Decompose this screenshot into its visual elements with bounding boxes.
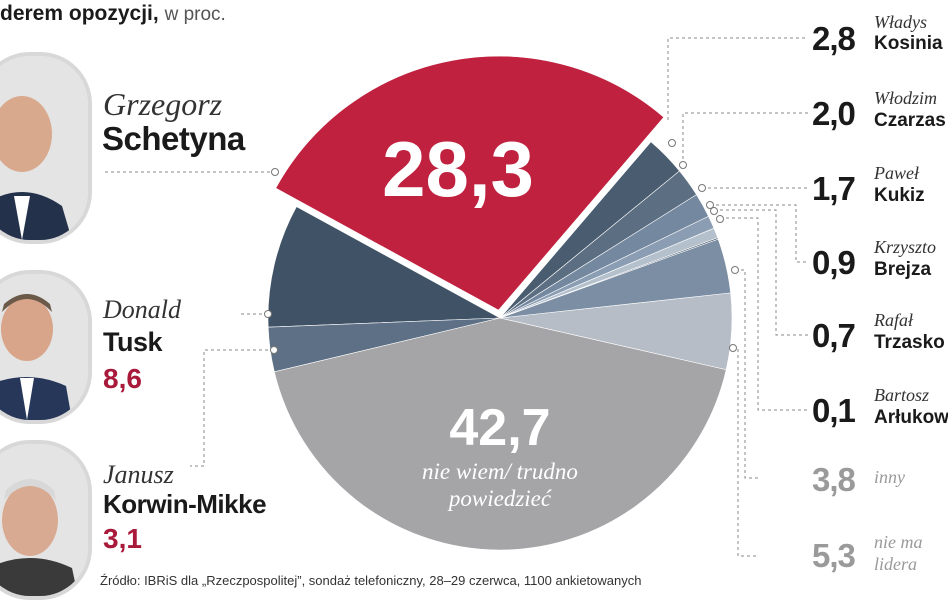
schetyna-last-name: Schetyna [102,120,245,157]
person-icon [0,444,88,596]
person-icon [0,274,88,420]
right-last-5: Trzasko [874,332,945,353]
chart-title: derem opozycji, w proc. [0,2,226,26]
korwin-last-name: Korwin-Mikke [103,489,267,519]
right-first-5: Rafał [874,310,913,330]
korwin-value: 3,1 [103,523,142,554]
right-last-2: Czarzas [874,110,946,131]
pie-slice-10 [273,317,727,551]
title-bold: derem opozycji, [0,2,159,25]
right-last-4: Brejza [874,259,932,280]
right-first-8: nie ma [874,532,923,552]
korwin-first-name: Janusz [103,460,174,489]
leader-dots [264,139,739,354]
right-first-3: Paweł [874,163,919,183]
schetyna-first-name: Grzegorz [103,86,223,122]
tusk-last-name: Tusk [103,327,163,357]
person-icon [0,56,88,240]
bottom-slice-text-2: powiedzieć [447,486,552,511]
right-first-6: Bartosz [874,385,930,405]
bottom-slice-text-1: nie wiem/ trudno [422,459,578,484]
right-value-4: 0,9 [812,244,856,281]
right-first-7: inny [874,467,905,487]
bottom-slice-value: 42,7 [449,399,550,457]
pie-slice-2 [499,141,680,319]
tusk-value: 8,6 [103,363,142,394]
right-value-7: 3,8 [812,461,856,498]
right-first-1: Władys [874,12,927,32]
right-value-6: 0,1 [812,392,856,429]
right-first-4: Krzyszto [874,237,937,257]
right-value-5: 0,7 [812,317,856,354]
right-value-1: 2,8 [812,20,856,57]
right-last-6: Arłukow [874,407,948,428]
title-unit: w proc. [164,4,226,25]
source-note: Źródło: IBRiS dla „Rzeczpospolitej”, son… [100,573,642,588]
big-slice-label: 28,3 [382,125,534,213]
right-last-8: lidera [874,554,917,574]
right-last-1: Kosinia [874,33,943,54]
portrait-tusk [0,270,92,424]
right-value-3: 1,7 [812,170,856,207]
portrait-schetyna [0,52,92,244]
right-first-2: Włodzim [874,88,937,108]
right-value-2: 2,0 [812,95,856,132]
right-last-3: Kukiz [874,185,925,206]
pie-slice-1 [275,55,665,311]
right-value-8: 5,3 [812,537,856,574]
tusk-first-name: Donald [103,295,181,324]
pie-slice-12 [267,206,502,328]
